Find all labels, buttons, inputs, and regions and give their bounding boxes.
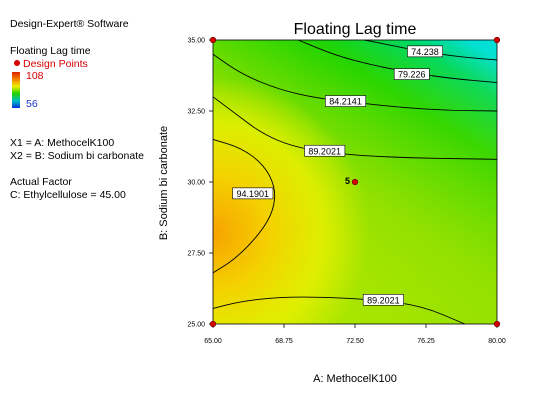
contour-label: 84.2141 — [329, 97, 362, 107]
design-point — [493, 320, 501, 328]
design-point — [493, 36, 501, 44]
contour-label-box — [232, 187, 274, 200]
design-point — [351, 178, 359, 186]
x-tick-label: 72.50 — [346, 338, 364, 345]
actual-factor-value: C: Ethylcellulose = 45.00 — [10, 189, 126, 201]
contour-line — [298, 39, 498, 84]
contour-line — [212, 138, 276, 274]
x-tick-label: 76.25 — [417, 338, 435, 345]
axis-ticks: 65.00 68.75 72.50 76.25 80.00 25.00 27.50 30.00… — [187, 38, 505, 346]
design-points-label: Design Points — [23, 58, 88, 70]
y-tick-label: 27.50 — [187, 251, 205, 258]
software-title: Design-Expert® Software — [10, 18, 129, 30]
contour-label-box — [304, 144, 346, 157]
factor-x1: X1 = A: MethocelK100 — [10, 137, 115, 149]
contour-label-box — [407, 45, 443, 58]
y-axis-label: B: Sodium bi carbonate — [158, 126, 170, 240]
design-point — [209, 36, 217, 44]
contour-label: 89.2021 — [308, 146, 341, 156]
design-point — [209, 320, 217, 328]
x-tick-label: 80.00 — [488, 338, 506, 345]
contour-label-box — [393, 68, 430, 80]
contour-label: 74.238 — [411, 47, 439, 57]
color-scale-min: 56 — [26, 98, 38, 110]
actual-factor-title: Actual Factor — [10, 176, 72, 188]
factor-x2: X2 = B: Sodium bi carbonate — [10, 150, 144, 162]
y-tick-label: 32.50 — [187, 109, 205, 116]
x-axis-label: A: MethocelK100 — [313, 373, 397, 385]
contour-label: 89.2021 — [367, 295, 400, 305]
color-scale-bar — [12, 72, 20, 108]
response-name: Floating Lag time — [10, 45, 91, 57]
x-tick-label: 65.00 — [204, 338, 222, 345]
y-tick-label: 25.00 — [187, 322, 205, 329]
y-tick-label: 30.00 — [187, 180, 205, 187]
y-tick-label: 35.00 — [187, 38, 205, 45]
contour-lines: 74.238 79.226 84.2141 89.2021 94.1901 89.2021 — [212, 39, 498, 325]
contour-label: 94.1901 — [236, 189, 269, 199]
design-point-count: 5 — [345, 176, 350, 186]
contour-line — [212, 296, 465, 325]
design-points-layer: 5 — [209, 36, 501, 328]
chart-title: Floating Lag time — [294, 21, 417, 38]
design-points-legend: Design Points — [10, 58, 88, 70]
design-point-icon — [14, 60, 20, 66]
x-tick-label: 68.75 — [275, 338, 293, 345]
color-scale-max: 108 — [26, 70, 44, 82]
contour-label-box — [362, 294, 404, 306]
contour-label: 79.226 — [398, 70, 426, 80]
contour-label-box — [325, 95, 367, 107]
